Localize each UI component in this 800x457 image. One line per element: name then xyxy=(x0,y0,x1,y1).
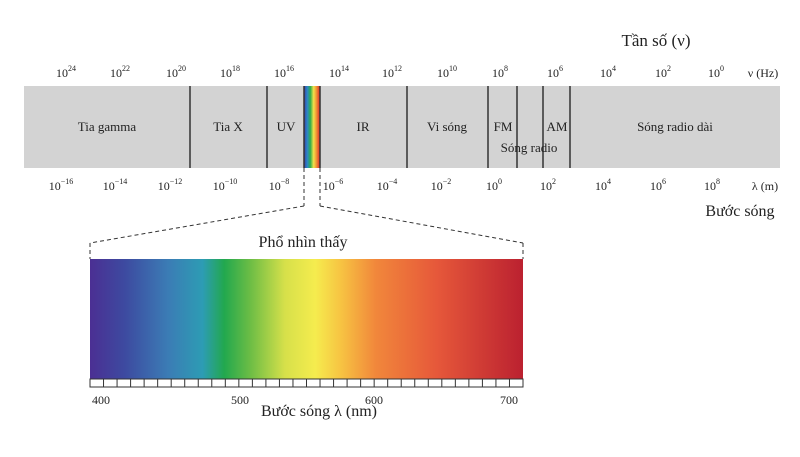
visible-strip xyxy=(304,86,320,168)
region-label-fm: FM xyxy=(494,119,513,134)
freq-tick: 1022 xyxy=(110,64,130,80)
connector-line xyxy=(319,205,524,244)
freq-tick: 1012 xyxy=(382,64,402,80)
visible-spectrum-title: Phổ nhìn thấy xyxy=(259,234,348,251)
wavelength-tick: 10−16 xyxy=(49,177,74,193)
wavelength-tick: 104 xyxy=(595,177,611,193)
wavelength-tick: 10−2 xyxy=(431,177,452,193)
region-label-uv: UV xyxy=(277,119,296,134)
freq-tick: 1016 xyxy=(274,64,294,80)
freq-tick: 102 xyxy=(655,64,671,80)
wavelength-tick: 10−12 xyxy=(158,177,183,193)
visible-tick-label: 700 xyxy=(500,393,518,407)
region-label-ir: IR xyxy=(357,119,370,134)
region-label-gamma: Tia gamma xyxy=(78,119,137,134)
wavelength-tick: 108 xyxy=(704,177,720,193)
region-label-microwave: Vi sóng xyxy=(427,119,468,134)
visible-tick-label: 500 xyxy=(231,393,249,407)
freq-tick: 106 xyxy=(547,64,563,80)
visible-tick-label: 600 xyxy=(365,393,383,407)
region-label-am: AM xyxy=(547,119,568,134)
visible-tick-label: 400 xyxy=(92,393,110,407)
region-dividers xyxy=(189,86,571,168)
wavelength-unit: λ (m) xyxy=(752,179,778,193)
wavelength-ruler xyxy=(89,378,524,388)
freq-tick: 1010 xyxy=(437,64,457,80)
frequency-ticks: 1024 1022 1020 1018 1016 1014 1012 1010 … xyxy=(56,64,724,80)
wavelength-ticks: 10−16 10−14 10−12 10−10 10−8 10−6 10−4 1… xyxy=(49,177,720,193)
frequency-axis-title: Tần số (ν) xyxy=(621,31,690,50)
freq-tick: 104 xyxy=(600,64,616,80)
wavelength-tick: 10−14 xyxy=(103,177,128,193)
freq-tick: 1014 xyxy=(329,64,349,80)
wavelength-tick: 10−10 xyxy=(213,177,238,193)
visible-axis-title: Bước sóng λ (nm) xyxy=(261,403,377,420)
wavelength-tick: 102 xyxy=(540,177,556,193)
wavelength-tick: 10−8 xyxy=(269,177,290,193)
freq-tick: 108 xyxy=(492,64,508,80)
wavelength-tick: 10−6 xyxy=(323,177,344,193)
region-label-xray: Tia X xyxy=(213,119,243,134)
visible-spectrum-bar xyxy=(90,259,523,379)
spectrum-band xyxy=(24,86,780,168)
region-label-long-radio: Sóng radio dài xyxy=(637,119,713,134)
wavelength-tick: 10−4 xyxy=(377,177,398,193)
wavelength-axis-title: Bước sóng xyxy=(705,203,774,220)
wavelength-tick: 106 xyxy=(650,177,666,193)
freq-tick: 100 xyxy=(708,64,724,80)
region-label-radio: Sóng radio xyxy=(501,140,558,155)
wavelength-tick: 100 xyxy=(486,177,502,193)
connector-line xyxy=(89,205,305,244)
freq-tick: 1018 xyxy=(220,64,240,80)
ruler-ticks xyxy=(103,379,510,387)
frequency-unit: ν (Hz) xyxy=(748,66,778,80)
freq-tick: 1024 xyxy=(56,64,76,80)
zoom-connector xyxy=(89,168,524,259)
freq-tick: 1020 xyxy=(166,64,186,80)
